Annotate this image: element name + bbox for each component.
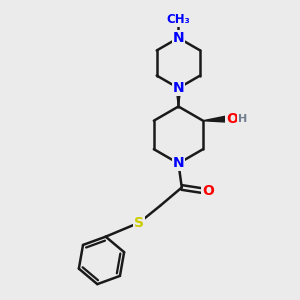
Polygon shape [203,116,227,122]
Text: H: H [238,114,247,124]
Text: N: N [172,81,184,95]
Text: O: O [202,184,214,198]
Text: S: S [134,216,144,230]
Text: N: N [172,156,184,170]
Polygon shape [176,88,181,106]
Text: N: N [172,31,184,45]
Text: CH₃: CH₃ [167,13,190,26]
Text: O: O [226,112,238,126]
